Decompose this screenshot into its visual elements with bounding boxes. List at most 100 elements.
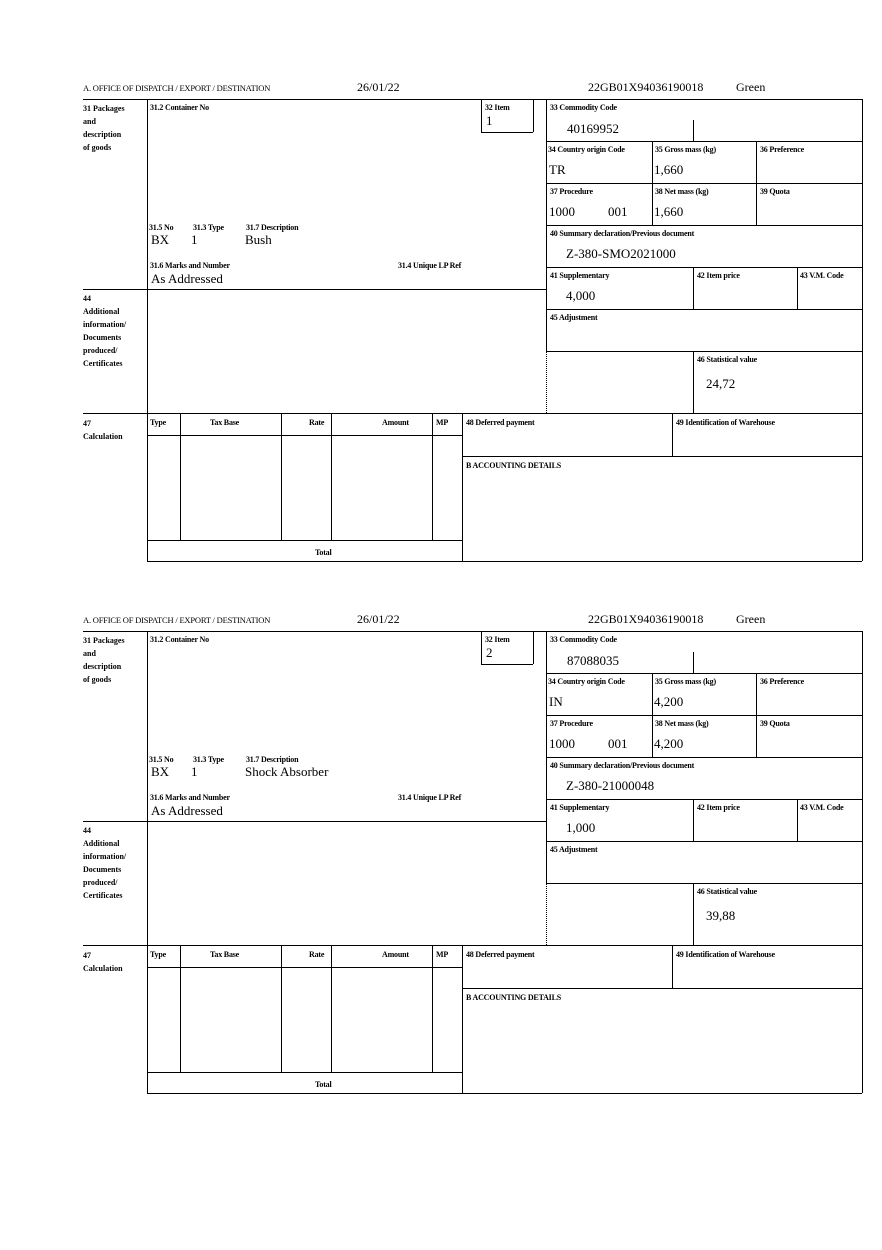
label-line: of goods — [83, 675, 112, 684]
marks-label: 31.6 Marks and Number — [150, 793, 230, 802]
rule — [546, 715, 862, 716]
procedure-additional: 001 — [608, 736, 628, 751]
commodity-code-label: 33 Commodity Code — [550, 103, 617, 112]
rule — [83, 945, 862, 946]
gross-mass: 1,660 — [654, 162, 684, 177]
calc-col-header: Tax Base — [210, 418, 240, 427]
marks-label: 31.6 Marks and Number — [150, 261, 230, 270]
calc-col-header: Type — [150, 950, 166, 959]
rule — [147, 561, 862, 562]
label-line: 47 — [83, 419, 91, 428]
rule — [862, 99, 863, 561]
procedure-additional: 001 — [608, 204, 628, 219]
net-mass: 4,200 — [654, 736, 684, 751]
rule — [83, 821, 546, 822]
label-line: description — [83, 130, 122, 139]
calc-col-header: MP — [436, 950, 449, 959]
calc-col-header: Type — [150, 418, 166, 427]
label-line: Documents — [83, 865, 122, 874]
label-line: Additional — [83, 839, 120, 848]
rule — [756, 141, 757, 225]
route-status: Green — [736, 612, 766, 626]
vm-code-label: 43 V.M. Code — [800, 803, 844, 812]
rule — [546, 267, 862, 268]
procedure-code: 1000 — [549, 736, 575, 751]
label-line: and — [83, 649, 96, 658]
no-label: 31.5 No — [149, 755, 174, 764]
item-price-label: 42 Item price — [697, 803, 740, 812]
rule — [546, 351, 862, 352]
label-line: Documents — [83, 333, 122, 342]
declaration-item-2: A. OFFICE OF DISPATCH / EXPORT / DESTINA… — [0, 610, 882, 1142]
office-label: A. OFFICE OF DISPATCH / EXPORT / DESTINA… — [83, 615, 271, 625]
box31-label: 31 Packages and description of goods — [83, 634, 145, 686]
dotted-rule — [546, 351, 693, 352]
rule — [546, 141, 862, 142]
label-line: information/ — [83, 320, 127, 329]
label-line: produced/ — [83, 346, 118, 355]
rule — [147, 435, 462, 436]
marks-value: As Addressed — [151, 271, 223, 286]
rule — [693, 351, 694, 413]
reference-number: 22GB01X94036190018 — [588, 612, 704, 626]
rule — [281, 413, 282, 540]
rule — [546, 309, 862, 310]
box44-label: 44 Additional information/Documents produce… — [83, 292, 145, 370]
rule — [180, 945, 181, 1072]
total-label: Total — [315, 548, 332, 557]
rule — [672, 945, 673, 988]
rule — [797, 267, 798, 309]
rule — [693, 267, 694, 309]
calc-col-header: Amount — [382, 418, 409, 427]
item-number: 2 — [486, 645, 493, 660]
dotted-rule — [546, 351, 547, 413]
marks-value: As Addressed — [151, 803, 223, 818]
label-line: 31 Packages — [83, 636, 125, 645]
rule — [180, 413, 181, 540]
accounting-details-label: B ACCOUNTING DETAILS — [466, 993, 561, 1002]
total-label: Total — [315, 1080, 332, 1089]
rule — [147, 99, 148, 561]
type-label: 31.3 Type — [193, 755, 224, 764]
rule — [83, 99, 862, 100]
procedure-code: 1000 — [549, 204, 575, 219]
accounting-details-label: B ACCOUNTING DETAILS — [466, 461, 561, 470]
rule — [147, 1072, 462, 1073]
rule — [83, 413, 862, 414]
summary-declaration: Z-380-SMO2021000 — [566, 246, 676, 261]
description-label: 31.7 Description — [246, 755, 299, 764]
supplementary-label: 41 Supplementary — [550, 803, 610, 812]
rule — [533, 99, 534, 132]
statistical-value-label: 46 Statistical value — [697, 355, 757, 364]
date: 26/01/22 — [357, 80, 400, 94]
adjustment-label: 45 Adjustment — [550, 845, 598, 854]
rule — [693, 799, 694, 841]
country-origin-label: 34 Country origin Code — [548, 145, 625, 154]
statistical-value-label: 46 Statistical value — [697, 887, 757, 896]
rule — [862, 631, 863, 1093]
rule — [756, 673, 757, 757]
quota-label: 39 Quota — [760, 719, 790, 728]
rule — [481, 99, 482, 132]
label-line: produced/ — [83, 878, 118, 887]
rule — [693, 883, 694, 945]
package-type: 1 — [191, 232, 198, 247]
country-origin: IN — [549, 694, 563, 709]
rule — [83, 289, 546, 290]
box47-label: 47 Calculation — [83, 949, 145, 975]
label-line: Certificates — [83, 359, 123, 368]
rule — [462, 945, 463, 1093]
label-line: of goods — [83, 143, 112, 152]
procedure-label: 37 Procedure — [550, 187, 593, 196]
adjustment-label: 45 Adjustment — [550, 313, 598, 322]
rule — [693, 652, 694, 673]
commodity-code: 40169952 — [567, 121, 619, 136]
package-no: BX — [151, 764, 170, 779]
container-no-label: 31.2 Container No — [150, 635, 209, 644]
rule — [481, 664, 533, 665]
preference-label: 36 Preference — [760, 145, 804, 154]
label-line: 44 — [83, 294, 91, 303]
label-line: 44 — [83, 826, 91, 835]
rule — [462, 413, 463, 561]
rule — [147, 1093, 862, 1094]
